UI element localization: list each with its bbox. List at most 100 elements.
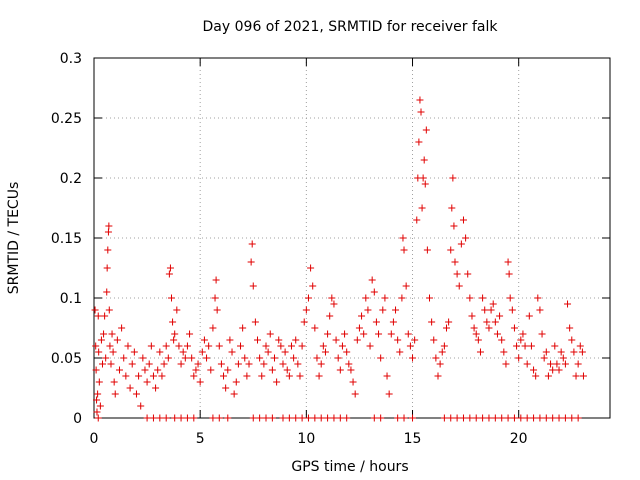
data-point [525,312,533,320]
data-point [234,360,242,368]
data-point [343,348,351,356]
data-point [504,414,512,422]
y-tick-label: 0.2 [60,171,82,187]
data-point [510,324,518,332]
data-point [413,216,421,224]
data-point [523,414,531,422]
data-point [572,372,580,380]
data-point [389,318,397,326]
data-point [398,294,406,302]
data-point [224,366,232,374]
x-tick-label: 0 [90,431,99,447]
data-point [353,336,361,344]
data-point [409,354,417,362]
x-tick-label: 15 [404,431,422,447]
data-point [237,342,245,350]
data-point [336,414,344,422]
data-point [561,360,569,368]
data-point [523,360,531,368]
data-point [409,414,417,422]
data-point [420,156,428,164]
data-point [530,414,538,422]
data-point [419,174,427,182]
data-point [559,354,567,362]
data-point [321,348,329,356]
data-point [466,294,474,302]
data-point [438,348,446,356]
data-point [504,258,512,266]
data-point [496,312,504,320]
data-point [124,342,132,350]
data-point [317,360,325,368]
data-point [464,270,472,278]
data-point [311,324,319,332]
data-point [290,354,298,362]
data-point [156,348,164,356]
data-point [519,330,527,338]
data-point [479,294,487,302]
data-point [171,414,179,422]
data-point [332,336,340,344]
data-point [213,306,221,314]
data-point [207,366,215,374]
data-point [449,174,457,182]
data-point [171,330,179,338]
data-point [98,360,106,368]
data-point [156,414,164,422]
data-point [370,414,378,422]
data-point [381,294,389,302]
data-point [309,282,317,290]
data-point [118,324,126,332]
data-point [102,354,110,362]
data-point [307,264,315,272]
data-point [326,312,334,320]
data-point [268,414,276,422]
data-point [160,360,168,368]
data-point [95,348,103,356]
data-point [94,312,102,320]
data-point [530,366,538,374]
data-point [249,414,257,422]
data-point [328,294,336,302]
data-point [513,342,521,350]
data-point [268,366,276,374]
data-point [396,348,404,356]
data-point [92,366,100,374]
data-point [568,414,576,422]
data-point [343,414,351,422]
data-point [544,372,552,380]
data-point [170,336,178,344]
x-axis-label: GPS time / hours [291,459,408,475]
data-point [555,366,563,374]
data-point [440,414,448,422]
data-point [143,414,151,422]
y-tick-label: 0 [73,411,82,427]
data-point [564,300,572,308]
data-point [383,372,391,380]
data-point [377,414,385,422]
data-point [186,330,194,338]
data-point [434,372,442,380]
data-point [169,318,177,326]
data-point [521,342,529,350]
data-point [109,348,117,356]
data-point [462,234,470,242]
data-point [479,414,487,422]
data-point [122,372,130,380]
data-point [442,324,450,332]
data-point [298,414,306,422]
data-points [91,96,587,422]
data-point [106,342,114,350]
data-point [91,306,99,314]
data-point [364,306,372,314]
data-point [96,402,104,410]
data-point [104,246,112,254]
data-point [450,222,458,230]
data-point [476,348,484,356]
data-point [279,360,287,368]
data-point [311,414,319,422]
data-point [260,360,268,368]
data-point [532,372,540,380]
data-point [100,330,108,338]
data-point [330,300,338,308]
